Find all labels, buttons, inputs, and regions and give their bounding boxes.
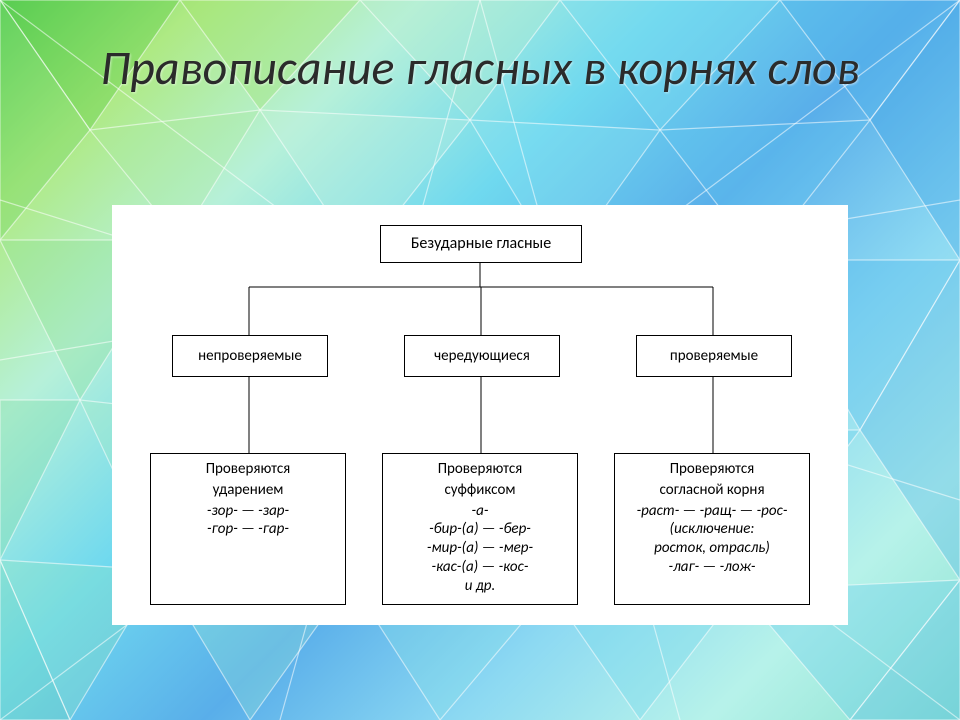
mid-node: проверяемые [636, 335, 792, 377]
leaf-head: Проверяются [206, 460, 291, 479]
leaf-head: согласной корня [659, 481, 764, 500]
leaf-node: Проверяются согласной корня -раст- — -ра… [614, 453, 810, 605]
leaf-body: -мир-(а) — -мер- [427, 539, 533, 558]
leaf-body: -раст- — -ращ- — -рос- [637, 502, 788, 521]
leaf-body: -а- [472, 502, 489, 521]
leaf-head: Проверяются [670, 460, 755, 479]
leaf-body: -бир-(а) — -бер- [429, 520, 531, 539]
leaf-body: (исключение: [670, 520, 755, 539]
diagram-area: Безударные гласные непроверяемые чередую… [112, 205, 848, 625]
leaf-body: -зор- — -зар- [207, 502, 289, 521]
leaf-head: Проверяются [438, 460, 523, 479]
leaf-body: -гор- — -гар- [207, 520, 289, 539]
leaf-node: Проверяются суффиксом -а- -бир-(а) — -бе… [382, 453, 578, 605]
leaf-head: суффиксом [444, 481, 515, 500]
leaf-body: -лаг- — -лож- [669, 558, 756, 577]
slide: Правописание гласных в корнях слов Безуд… [0, 0, 960, 720]
mid-label: чередующиеся [434, 347, 530, 366]
slide-title: Правописание гласных в корнях слов [60, 40, 900, 95]
root-label: Безударные гласные [411, 234, 551, 254]
leaf-body: росток, отрасль) [654, 539, 770, 558]
leaf-body: и др. [465, 577, 496, 596]
root-node: Безударные гласные [380, 225, 582, 263]
leaf-body: -кас-(а) — -кос- [432, 558, 529, 577]
mid-node: чередующиеся [404, 335, 560, 377]
leaf-head: ударением [213, 481, 284, 500]
mid-node: непроверяемые [172, 335, 328, 377]
mid-label: проверяемые [670, 347, 758, 366]
leaf-node: Проверяются ударением -зор- — -зар- -гор… [150, 453, 346, 605]
mid-label: непроверяемые [198, 347, 302, 366]
